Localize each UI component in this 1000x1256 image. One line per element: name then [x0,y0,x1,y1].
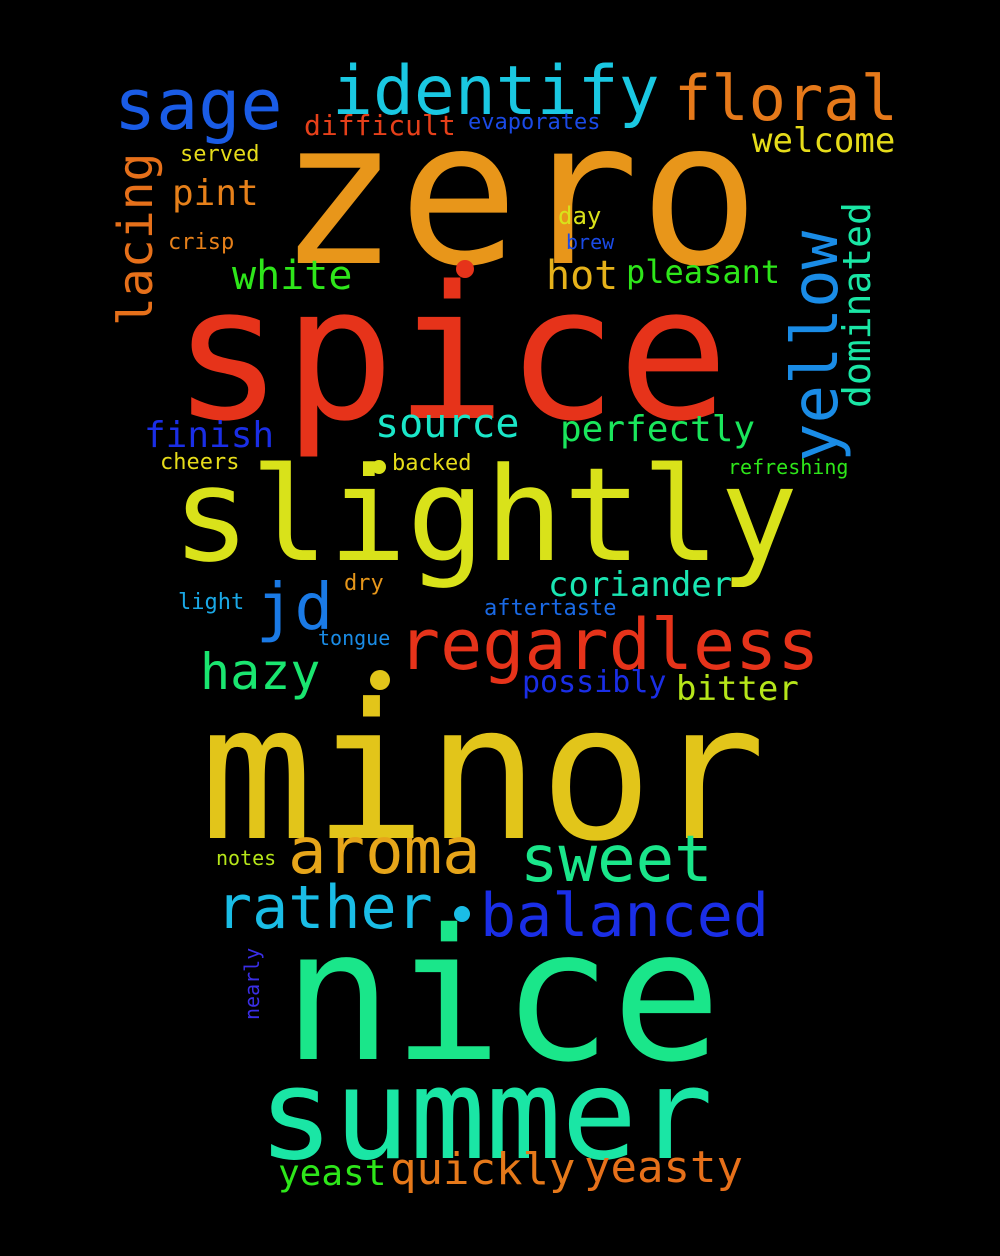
word-dry: dry [344,571,384,596]
word-tongue: tongue [318,626,391,650]
word-rather: rather [216,873,433,943]
word-lacing: lacing [108,152,164,326]
word-served: served [180,142,260,167]
dot-yellow [370,670,390,690]
word-white: white [232,253,353,299]
word-zero: zero [278,78,760,311]
word-quickly: quickly [390,1144,576,1195]
word-possibly: possibly [522,665,667,700]
word-notes: notes [216,846,277,870]
word-pleasant: pleasant [626,253,781,291]
word-spice: spice [172,246,729,462]
word-hot: hot [546,253,619,299]
word-jd: jd [256,571,334,645]
word-yeasty: yeasty [584,1142,743,1193]
word-source: source [375,401,520,447]
word-hazy: hazy [200,643,321,701]
word-sweet: sweet [520,823,713,897]
word-light: light [178,590,245,615]
word-summer: summer [258,1041,714,1188]
word-backed: backed [392,451,472,476]
word-bitter: bitter [676,669,799,709]
word-floral: floral [674,62,898,135]
word-nice: nice [283,890,722,1102]
word-yeast: yeast [278,1153,387,1194]
word-brew: brew [566,230,615,254]
word-cheers: cheers [160,450,240,475]
word-regardless: regardless [398,604,820,686]
word-finish: finish [144,415,275,456]
word-evaporates: evaporates [468,110,601,135]
word-coriander: coriander [548,565,733,605]
word-pint: pint [172,173,259,214]
word-nearly: nearly [240,947,264,1020]
word-identify: identify [332,52,660,131]
word-difficult: difficult [304,109,456,142]
dot-red [456,260,474,278]
dot-teal [454,906,470,922]
word-aftertaste: aftertaste [484,596,617,621]
word-aroma: aroma [288,815,481,889]
word-sage: sage [114,64,283,146]
word-welcome: welcome [752,121,896,161]
word-perfectly: perfectly [560,409,756,450]
word-refreshing: refreshing [728,455,849,479]
word-balanced: balanced [480,881,769,951]
word-crisp: crisp [168,230,235,255]
word-dominated: dominated [835,202,879,408]
word-day: day [558,202,602,230]
word-minor: minor [200,664,766,883]
dot-yellow-small [372,460,386,474]
word-slightly: slightly [172,439,799,591]
